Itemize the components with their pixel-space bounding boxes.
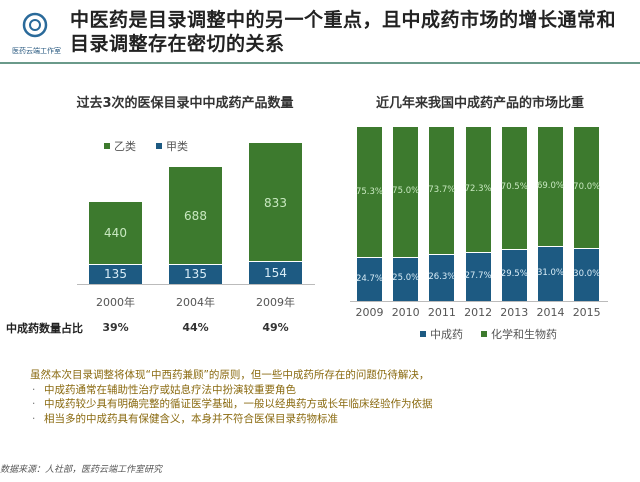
x-tick-label: 2009年	[256, 296, 295, 309]
bar-segment-chemical	[465, 127, 491, 252]
x-axis	[77, 284, 315, 285]
note-bullet: 相当多的中成药具有保健含义，本身并不符合医保目录药物标准	[30, 412, 433, 427]
x-tick-label: 2004年	[176, 296, 215, 309]
data-label: 688	[184, 208, 207, 223]
logo-text: 医药云端工作室	[12, 47, 61, 55]
bar-segment-tcm	[465, 252, 491, 301]
legend-label: 中成药	[430, 328, 463, 341]
legend-swatch	[420, 331, 426, 337]
right-legend: 中成药 化学和生物药	[420, 326, 557, 342]
data-label: 75.0%	[392, 186, 420, 197]
data-label: 31.0%	[536, 268, 564, 279]
bar-segment-yi	[249, 143, 302, 262]
bar-segment-chemical	[357, 127, 382, 258]
bar-segment-yi	[89, 202, 142, 264]
bar-segment-tcm	[357, 258, 382, 301]
bar-segment-chemical	[393, 127, 419, 257]
data-label: 75.3%	[355, 186, 383, 197]
legend-swatch	[156, 143, 162, 149]
bar-segment-tcm	[538, 247, 563, 301]
data-label: 135	[184, 267, 207, 282]
header-divider	[0, 62, 640, 64]
data-label: 154	[264, 266, 287, 281]
left-legend: 乙类 甲类	[104, 138, 188, 154]
row-value: 44%	[182, 321, 209, 334]
logo-icon	[22, 12, 48, 38]
row-value: 39%	[102, 321, 129, 334]
row-value: 49%	[262, 321, 289, 334]
bar-segment-tcm	[501, 249, 527, 301]
bar-segment-chemical	[538, 127, 563, 247]
data-label: 30.0%	[573, 268, 601, 279]
note-bullet: 中成药较少具有明确完整的循证医学基础，一般以经典药方或长年临床经验作为依据	[30, 397, 433, 412]
legend-label: 乙类	[114, 140, 136, 153]
data-label: 135	[104, 267, 127, 282]
notes: 虽然本次目录调整将体现“中西药兼顾”的原则，但一些中成药所存在的问题仍待解决， …	[30, 368, 433, 426]
x-tick-label: 2013	[500, 306, 529, 319]
x-tick-label: 2010	[391, 306, 420, 319]
data-label: 70.0%	[573, 181, 601, 192]
logo: 医药云端工作室	[12, 12, 61, 57]
x-tick-label: 2015	[572, 306, 601, 319]
bar-segment-chemical	[574, 127, 600, 248]
x-axis	[350, 301, 608, 302]
data-label: 833	[264, 195, 287, 210]
data-label: 24.7%	[355, 273, 383, 284]
bar-segment-chemical	[501, 127, 527, 249]
bar-segment-tcm	[429, 255, 455, 301]
legend-label: 化学和生物药	[491, 328, 557, 341]
data-label: 27.7%	[464, 270, 492, 281]
data-label: 69.0%	[536, 181, 564, 192]
x-tick-label: 2012	[464, 306, 493, 319]
legend-swatch	[481, 331, 487, 337]
data-label: 26.3%	[428, 272, 456, 283]
bar-segment-chemical	[429, 127, 455, 255]
source-note: 数据来源：人社部，医药云端工作室研究	[0, 465, 163, 475]
right-chart-title: 近几年来我国中成药产品的市场比重	[375, 96, 584, 111]
data-label: 25.0%	[392, 273, 420, 284]
notes-intro: 虽然本次目录调整将体现“中西药兼顾”的原则，但一些中成药所存在的问题仍待解决，	[30, 369, 430, 381]
x-tick-label: 2011	[427, 306, 456, 319]
bar-segment-jia	[249, 262, 302, 284]
left-chart-title: 过去3次的医保目录中中成药产品数量	[76, 96, 294, 111]
data-label: 72.3%	[464, 183, 492, 194]
data-label: 73.7%	[428, 185, 456, 196]
bar-segment-jia	[89, 264, 142, 284]
data-label: 70.5%	[500, 182, 528, 193]
note-bullet: 中成药通常在辅助性治疗或姑息疗法中扮演较重要角色	[30, 383, 433, 398]
legend-swatch	[104, 143, 110, 149]
x-tick-label: 2014	[536, 306, 565, 319]
data-label: 440	[104, 226, 127, 241]
bar-segment-yi	[169, 166, 222, 264]
bar-segment-tcm	[574, 248, 600, 301]
row-label: 中成药数量占比	[6, 322, 83, 335]
data-label: 29.5%	[500, 269, 528, 280]
bar-segment-tcm	[393, 257, 419, 301]
legend-label: 甲类	[166, 140, 188, 153]
x-tick-label: 2000年	[96, 296, 135, 309]
x-tick-label: 2009	[355, 306, 384, 319]
bar-segment-jia	[169, 264, 222, 284]
page-title: 中医药是目录调整中的另一个重点，且中成药市场的增长通常和目录调整存在密切的关系	[70, 9, 617, 55]
